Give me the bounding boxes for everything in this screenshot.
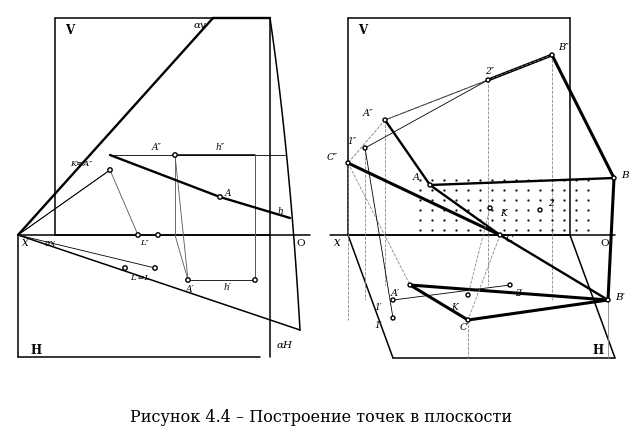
Circle shape: [173, 153, 177, 157]
Circle shape: [153, 266, 157, 270]
Text: O: O: [600, 239, 609, 247]
Circle shape: [606, 298, 610, 302]
Text: h′: h′: [223, 284, 231, 292]
Circle shape: [391, 298, 395, 302]
Text: 1″: 1″: [347, 138, 356, 146]
Text: C′: C′: [460, 323, 470, 333]
Text: αH: αH: [277, 340, 293, 350]
Text: A″: A″: [363, 108, 373, 118]
Text: L″: L″: [141, 239, 149, 247]
Text: O: O: [296, 239, 305, 247]
Text: B: B: [621, 170, 629, 180]
Circle shape: [186, 278, 190, 282]
Circle shape: [466, 318, 470, 322]
Circle shape: [136, 233, 140, 237]
Text: A′: A′: [391, 288, 400, 298]
Circle shape: [218, 195, 222, 199]
Text: C″: C″: [327, 153, 338, 163]
Text: h″: h″: [215, 142, 224, 152]
Text: 2′: 2′: [515, 288, 523, 298]
Text: x: x: [334, 236, 341, 250]
Circle shape: [391, 316, 395, 320]
Circle shape: [486, 78, 490, 82]
Text: A: A: [225, 190, 231, 198]
Text: H: H: [592, 343, 604, 357]
Text: V: V: [358, 24, 367, 37]
Text: K: K: [451, 302, 458, 312]
Circle shape: [363, 146, 367, 150]
Circle shape: [538, 208, 542, 212]
Circle shape: [428, 183, 432, 187]
Circle shape: [550, 53, 554, 57]
Circle shape: [383, 118, 387, 122]
Text: B′: B′: [615, 294, 625, 302]
Circle shape: [253, 278, 257, 282]
Circle shape: [123, 266, 127, 270]
Text: A″: A″: [152, 143, 162, 153]
Text: K: K: [500, 208, 507, 218]
Text: αx: αx: [44, 239, 56, 247]
Circle shape: [508, 283, 512, 287]
Text: 2: 2: [548, 198, 554, 208]
Text: 1′: 1′: [374, 304, 382, 312]
Circle shape: [488, 206, 492, 210]
Text: A: A: [413, 173, 420, 183]
Text: C: C: [506, 236, 514, 244]
Text: h: h: [277, 208, 283, 216]
Text: H: H: [30, 344, 41, 357]
Text: A′: A′: [186, 285, 194, 295]
Circle shape: [156, 233, 160, 237]
Text: L′≡L: L′≡L: [130, 274, 150, 282]
Text: B″: B″: [558, 42, 569, 52]
Circle shape: [612, 176, 616, 180]
Text: Рисунок 4.4 – Построение точек в плоскости: Рисунок 4.4 – Построение точек в плоскос…: [130, 409, 512, 427]
Text: V: V: [65, 24, 74, 37]
Circle shape: [408, 283, 412, 287]
Text: αv: αv: [194, 21, 206, 31]
Text: 1′: 1′: [374, 322, 382, 330]
Text: 2″: 2″: [485, 67, 494, 76]
Text: x: x: [22, 236, 29, 250]
Circle shape: [466, 293, 470, 297]
Text: K≡A″: K≡A″: [69, 160, 92, 168]
Circle shape: [346, 161, 350, 165]
Circle shape: [498, 233, 502, 237]
Circle shape: [108, 168, 112, 172]
